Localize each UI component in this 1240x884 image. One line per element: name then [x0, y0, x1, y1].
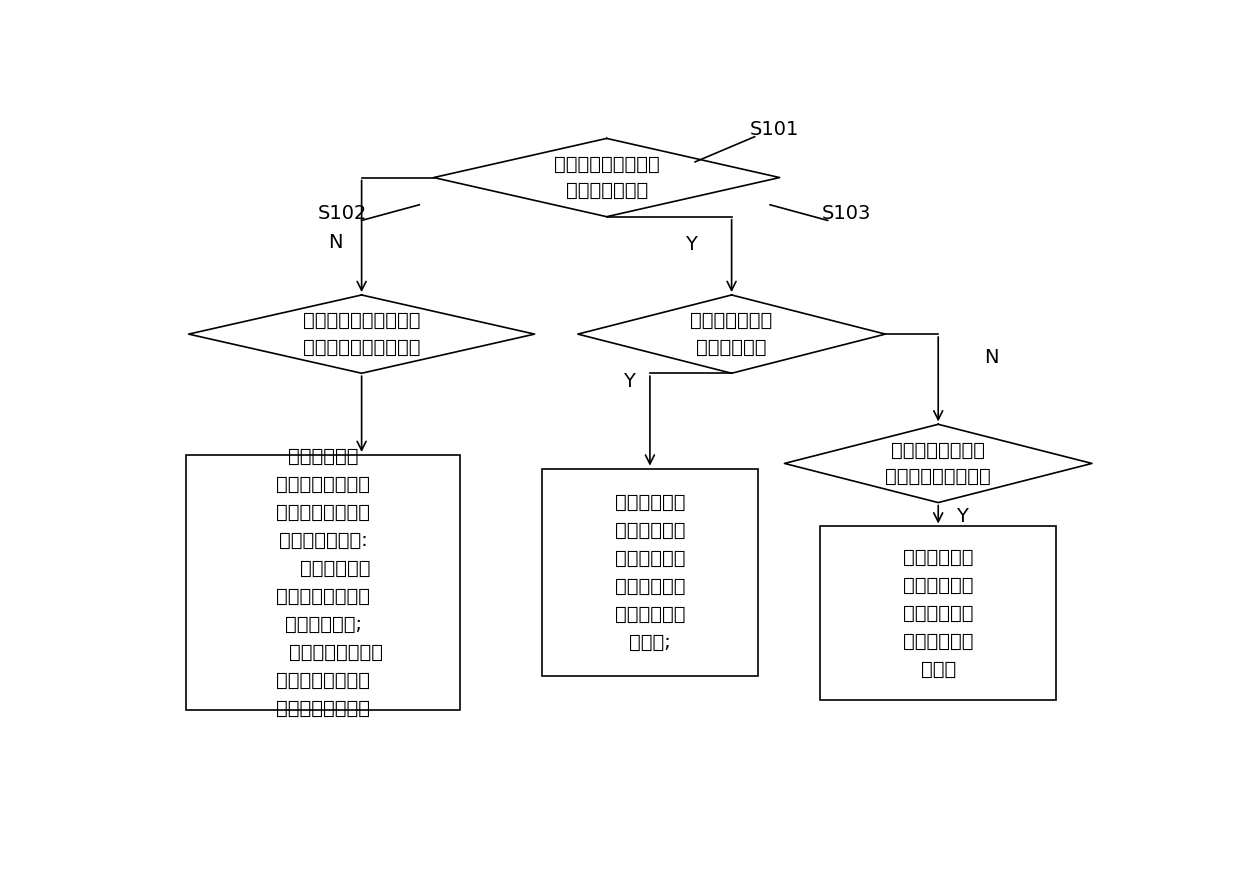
Text: S102: S102: [317, 204, 367, 223]
Text: 按预设方式制
动电动尾门直到至
少满足以下条件之
一退出制动过程:
    所述电动尾门
的当前位置到达所
述预设分界点;
    所述电动尾门的当
前的第一控: 按预设方式制 动电动尾门直到至 少满足以下条件之 一退出制动过程: 所述电动尾门…: [264, 447, 383, 718]
Text: N: N: [329, 232, 343, 252]
Text: Y: Y: [686, 235, 697, 255]
Text: S101: S101: [750, 119, 800, 139]
Text: 手动状态为手动
打开状态时？: 手动状态为手动 打开状态时？: [691, 311, 773, 357]
Bar: [186, 455, 460, 710]
Bar: [542, 469, 758, 676]
Text: N: N: [983, 348, 998, 368]
Text: 电动尾门的当前位置
达到预设分界点: 电动尾门的当前位置 达到预设分界点: [554, 155, 660, 201]
Text: 制动所述电动
尾门直到电动
尾门的当前位
置到达极限打
开位置点时速
度为零;: 制动所述电动 尾门直到电动 尾门的当前位 置到达极限打 开位置点时速 度为零;: [615, 493, 686, 652]
Text: 电动尾门的当前的第一
控制变量大于手动阈值: 电动尾门的当前的第一 控制变量大于手动阈值: [303, 311, 420, 357]
Text: Y: Y: [622, 372, 635, 392]
Text: 第一控制变量大于
手动关闭制动阈值？: 第一控制变量大于 手动关闭制动阈值？: [885, 441, 991, 486]
Text: Y: Y: [956, 507, 968, 526]
Text: S103: S103: [822, 204, 872, 223]
Text: 制动电动尾门
直到电动尾门
的当前位置到
达极限关闭位
置点。: 制动电动尾门 直到电动尾门 的当前位置到 达极限关闭位 置点。: [903, 548, 973, 679]
Bar: [821, 526, 1056, 700]
